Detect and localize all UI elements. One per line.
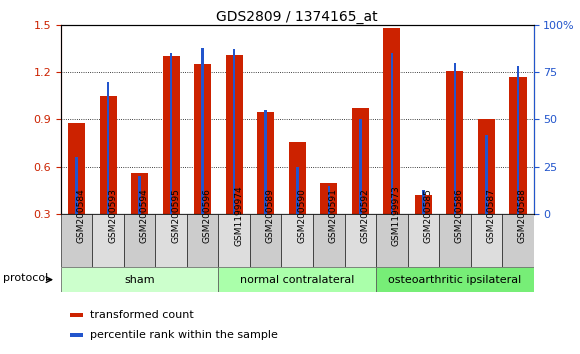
Bar [390,53,393,214]
Bar [155,214,187,267]
Text: normal contralateral: normal contralateral [240,275,354,285]
Bar [351,108,369,262]
Bar [194,64,211,262]
Bar [264,110,267,214]
Bar [517,67,519,214]
Text: GSM200593: GSM200593 [108,188,117,243]
Bar [509,77,527,262]
Text: GSM200595: GSM200595 [171,188,180,243]
Bar [485,135,488,214]
Bar [226,55,243,262]
Bar [313,214,345,267]
Bar [219,214,250,267]
Bar [376,214,408,267]
Text: GSM200591: GSM200591 [329,188,338,243]
Title: GDS2809 / 1374165_at: GDS2809 / 1374165_at [216,10,378,24]
Bar [170,53,172,214]
Text: sham: sham [124,275,155,285]
Bar [257,112,274,262]
Bar [61,214,92,267]
Bar [70,313,83,317]
Bar [454,63,456,214]
Bar [61,267,219,292]
Bar [100,96,117,262]
Text: GSM200586: GSM200586 [455,188,464,243]
Bar [408,214,439,267]
Bar [107,81,110,214]
Bar [233,50,235,214]
Bar [470,214,502,267]
Text: percentile rank within the sample: percentile rank within the sample [90,330,278,340]
Text: osteoarthritic ipsilateral: osteoarthritic ipsilateral [388,275,521,285]
Bar [422,189,425,214]
Bar [446,70,463,262]
Bar [345,214,376,267]
Bar [320,183,338,262]
Text: GSM200584: GSM200584 [77,188,86,243]
Bar [219,267,376,292]
Text: GSM200589: GSM200589 [266,188,275,243]
Bar [383,28,400,262]
Bar [68,122,85,262]
Bar [187,214,219,267]
Bar [376,267,534,292]
Text: GSM200592: GSM200592 [360,188,369,243]
Bar [415,195,432,262]
Bar [502,214,534,267]
Text: protocol: protocol [3,273,48,284]
Bar [289,142,306,262]
Text: GSM200588: GSM200588 [518,188,527,243]
Bar [201,47,204,214]
Bar [359,119,361,214]
Text: GSM200585: GSM200585 [423,188,432,243]
Bar [131,173,148,262]
Text: GSM1199974: GSM1199974 [234,185,243,246]
Text: GSM200590: GSM200590 [297,188,306,243]
Bar [250,214,281,267]
Bar [328,186,330,214]
Bar [75,157,78,214]
Bar [478,119,495,262]
Text: GSM1199973: GSM1199973 [392,185,401,246]
Text: GSM200596: GSM200596 [203,188,212,243]
Bar [439,214,470,267]
Bar [70,333,83,337]
Bar [281,214,313,267]
Text: GSM200594: GSM200594 [140,188,148,243]
Bar [124,214,155,267]
Text: GSM200587: GSM200587 [486,188,495,243]
Bar [139,176,141,214]
Bar [296,167,299,214]
Text: transformed count: transformed count [90,310,194,320]
Bar [92,214,124,267]
Bar [162,56,180,262]
